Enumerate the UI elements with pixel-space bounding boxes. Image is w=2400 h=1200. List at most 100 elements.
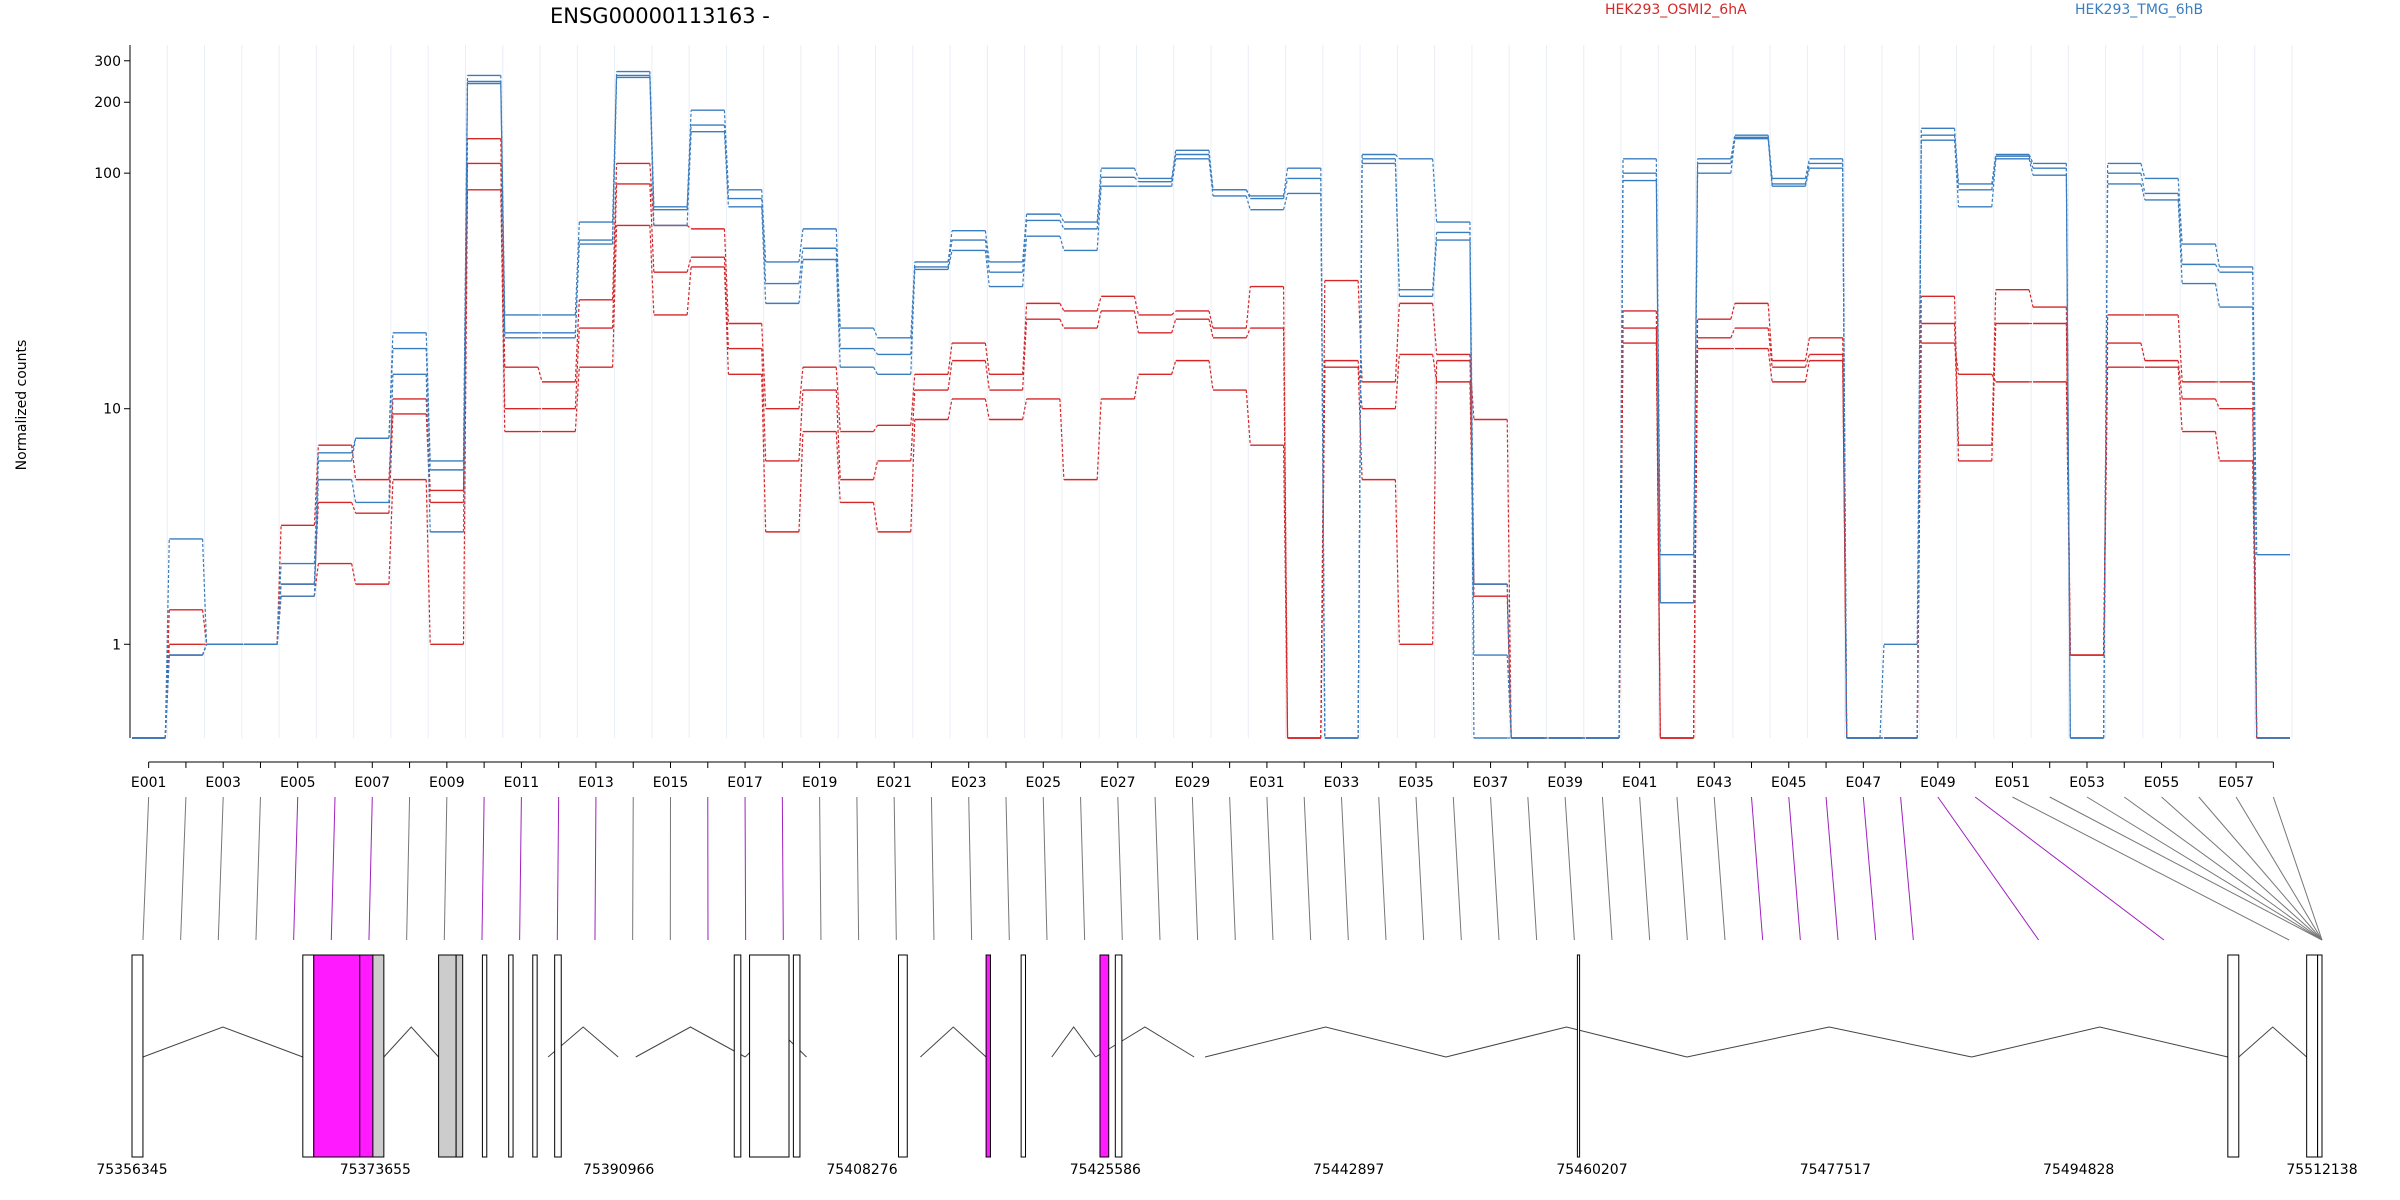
coordinate-label: 75477517 bbox=[1800, 1162, 1871, 1178]
coordinate-label: 75408276 bbox=[826, 1162, 897, 1178]
exon-block bbox=[438, 954, 457, 1158]
series-connector bbox=[1171, 318, 1177, 333]
exon-connector bbox=[481, 796, 485, 941]
series-connector bbox=[276, 563, 282, 645]
series-connector bbox=[1394, 303, 1400, 382]
series-connector bbox=[1804, 163, 1811, 185]
series-connector bbox=[1506, 419, 1512, 739]
series-connector bbox=[798, 431, 804, 532]
series-connector bbox=[2028, 156, 2034, 169]
series-connector bbox=[1804, 158, 1811, 179]
exon-connector bbox=[443, 796, 448, 941]
x-tick-label: E029 bbox=[1175, 775, 1211, 791]
exon-connector bbox=[1042, 796, 1048, 941]
series-connector bbox=[1059, 220, 1065, 230]
series-connector bbox=[1134, 176, 1139, 183]
x-tick-label: E031 bbox=[1249, 775, 1285, 791]
intron bbox=[1445, 1026, 1688, 1058]
series-connector bbox=[798, 248, 804, 284]
series-connector bbox=[1357, 280, 1363, 382]
exon-block bbox=[302, 954, 315, 1158]
series-connector bbox=[1730, 138, 1736, 174]
exon-connector bbox=[217, 796, 224, 941]
series-connector bbox=[2214, 264, 2220, 273]
exon-block bbox=[372, 954, 385, 1158]
series-connector bbox=[2103, 183, 2109, 739]
x-tick-label: E003 bbox=[205, 775, 241, 791]
series-connector bbox=[425, 479, 431, 645]
coordinate-label: 75442897 bbox=[1313, 1162, 1384, 1178]
series-connector bbox=[351, 502, 357, 514]
exon-connector bbox=[1713, 796, 1726, 941]
series-connector bbox=[2177, 314, 2183, 382]
series-connector bbox=[798, 390, 804, 462]
series-connector bbox=[2140, 173, 2146, 194]
series-connector bbox=[2028, 158, 2034, 176]
legend-osmi2: HEK293_OSMI2_6hA bbox=[1605, 2, 1747, 18]
series-connector bbox=[1394, 163, 1400, 297]
exon-connector bbox=[406, 796, 411, 941]
series-connector bbox=[1655, 343, 1661, 739]
series-connector bbox=[1133, 374, 1140, 400]
series-connector bbox=[1842, 360, 1848, 739]
series-connector bbox=[798, 228, 804, 262]
series-connector bbox=[1245, 390, 1251, 446]
exon-connector bbox=[1080, 796, 1086, 941]
exon-block bbox=[1114, 954, 1123, 1158]
x-tick-label: E027 bbox=[1100, 775, 1136, 791]
series-connector bbox=[1282, 328, 1289, 739]
series-connector bbox=[686, 224, 692, 230]
series-connector bbox=[910, 419, 916, 532]
series-connector bbox=[947, 250, 953, 270]
series-connector bbox=[1096, 398, 1102, 480]
series-connector bbox=[1059, 213, 1065, 223]
exon-connector bbox=[819, 796, 822, 941]
series-connector bbox=[574, 222, 580, 316]
series-connector bbox=[1469, 240, 1475, 656]
exon-block bbox=[455, 954, 464, 1158]
series-connector bbox=[462, 189, 469, 645]
series-connector bbox=[1804, 354, 1810, 368]
series-connector bbox=[2252, 307, 2258, 739]
series-connector bbox=[1767, 327, 1773, 368]
series-connector bbox=[1432, 240, 1438, 297]
x-tick-label: E009 bbox=[429, 775, 465, 791]
x-tick-label: E013 bbox=[578, 775, 614, 791]
series-connector bbox=[2177, 178, 2183, 245]
x-tick-label: E019 bbox=[802, 775, 838, 791]
chart-title: ENSG00000113163 - bbox=[550, 4, 770, 28]
series-connector bbox=[1022, 214, 1028, 262]
series-connector bbox=[2177, 199, 2183, 284]
exon-connector bbox=[781, 796, 784, 941]
x-tick-label: E025 bbox=[1025, 775, 1061, 791]
exon-connector bbox=[1266, 796, 1274, 941]
series-connector bbox=[1096, 310, 1102, 329]
exon-connector bbox=[1415, 796, 1425, 941]
series-connector bbox=[1469, 232, 1475, 585]
x-tick-label: E023 bbox=[951, 775, 987, 791]
series-connector bbox=[1059, 398, 1065, 480]
series-connector bbox=[835, 259, 841, 368]
intron bbox=[1686, 1026, 1972, 1058]
exon-connector bbox=[1527, 796, 1538, 941]
exon-connector bbox=[594, 796, 597, 941]
series-connector bbox=[872, 327, 879, 339]
series-connector bbox=[425, 348, 431, 470]
x-tick-label: E001 bbox=[131, 775, 167, 791]
grid-lines bbox=[129, 45, 2293, 738]
series-connector bbox=[910, 374, 916, 426]
exon-connector bbox=[2123, 796, 2323, 941]
series-connector bbox=[984, 342, 990, 375]
exon-connector bbox=[1900, 796, 1914, 941]
exon-block bbox=[898, 954, 908, 1158]
x-tick-label: E037 bbox=[1473, 775, 1509, 791]
gene-model bbox=[131, 954, 2323, 1158]
series-connector bbox=[1357, 367, 1363, 480]
series-connector bbox=[611, 183, 618, 329]
exon-connector bbox=[1974, 796, 2165, 941]
series-connector bbox=[723, 266, 730, 375]
x-tick-label: E015 bbox=[653, 775, 689, 791]
intron bbox=[920, 1026, 987, 1058]
exon-connector bbox=[893, 796, 897, 941]
